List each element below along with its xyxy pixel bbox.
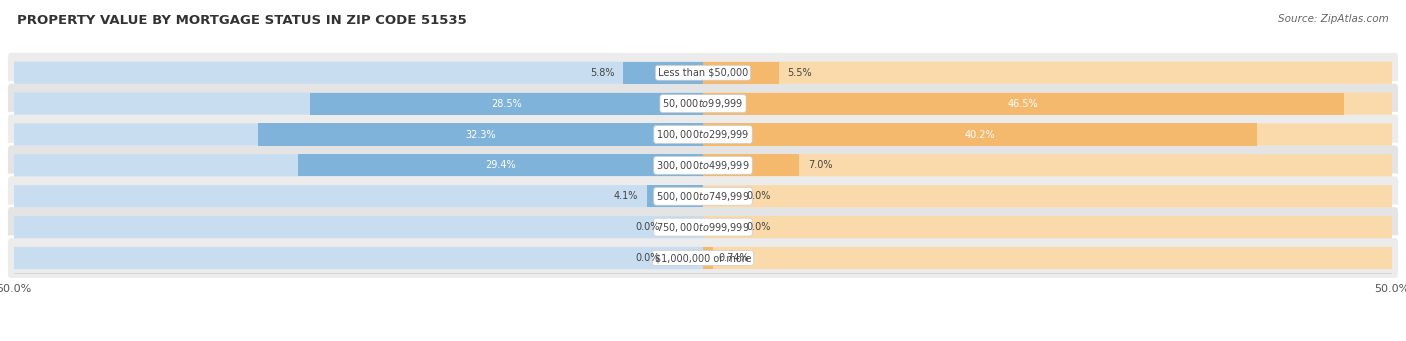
FancyBboxPatch shape [703, 247, 1392, 269]
FancyBboxPatch shape [14, 92, 703, 115]
Text: 28.5%: 28.5% [491, 99, 522, 109]
Text: $50,000 to $99,999: $50,000 to $99,999 [662, 97, 744, 110]
Text: $750,000 to $999,999: $750,000 to $999,999 [657, 221, 749, 234]
Bar [703, 92, 1344, 115]
Text: 5.8%: 5.8% [591, 68, 614, 78]
FancyBboxPatch shape [14, 123, 703, 146]
Text: 4.1%: 4.1% [613, 191, 638, 201]
Text: 0.0%: 0.0% [636, 222, 659, 232]
Text: 0.0%: 0.0% [747, 222, 770, 232]
Bar [298, 154, 703, 177]
FancyBboxPatch shape [7, 144, 1399, 187]
FancyBboxPatch shape [703, 123, 1392, 146]
FancyBboxPatch shape [703, 92, 1392, 115]
Bar [703, 247, 713, 269]
FancyBboxPatch shape [703, 185, 1392, 207]
Text: 40.2%: 40.2% [965, 130, 995, 139]
Text: 46.5%: 46.5% [1008, 99, 1039, 109]
Bar [703, 154, 800, 177]
FancyBboxPatch shape [7, 237, 1399, 279]
FancyBboxPatch shape [7, 206, 1399, 249]
Text: Source: ZipAtlas.com: Source: ZipAtlas.com [1278, 14, 1389, 24]
FancyBboxPatch shape [14, 216, 703, 238]
Text: $300,000 to $499,999: $300,000 to $499,999 [657, 159, 749, 172]
Text: 29.4%: 29.4% [485, 160, 516, 170]
Bar [703, 123, 1257, 146]
Bar [623, 62, 703, 84]
Text: 0.0%: 0.0% [636, 253, 659, 263]
FancyBboxPatch shape [7, 82, 1399, 125]
Text: 32.3%: 32.3% [465, 130, 496, 139]
Text: $1,000,000 or more: $1,000,000 or more [655, 253, 751, 263]
FancyBboxPatch shape [703, 62, 1392, 84]
Bar [311, 92, 703, 115]
Text: 5.5%: 5.5% [787, 68, 811, 78]
Text: $100,000 to $299,999: $100,000 to $299,999 [657, 128, 749, 141]
Text: 7.0%: 7.0% [808, 160, 832, 170]
FancyBboxPatch shape [7, 113, 1399, 156]
Text: 0.74%: 0.74% [718, 253, 749, 263]
Bar [703, 62, 779, 84]
FancyBboxPatch shape [14, 185, 703, 207]
FancyBboxPatch shape [7, 175, 1399, 218]
FancyBboxPatch shape [14, 154, 703, 177]
Text: $500,000 to $749,999: $500,000 to $749,999 [657, 190, 749, 203]
FancyBboxPatch shape [703, 216, 1392, 238]
Text: 0.0%: 0.0% [747, 191, 770, 201]
Text: Less than $50,000: Less than $50,000 [658, 68, 748, 78]
FancyBboxPatch shape [14, 62, 703, 84]
Bar [647, 185, 703, 207]
Text: PROPERTY VALUE BY MORTGAGE STATUS IN ZIP CODE 51535: PROPERTY VALUE BY MORTGAGE STATUS IN ZIP… [17, 14, 467, 27]
FancyBboxPatch shape [703, 154, 1392, 177]
Bar [257, 123, 703, 146]
FancyBboxPatch shape [14, 247, 703, 269]
FancyBboxPatch shape [7, 51, 1399, 94]
